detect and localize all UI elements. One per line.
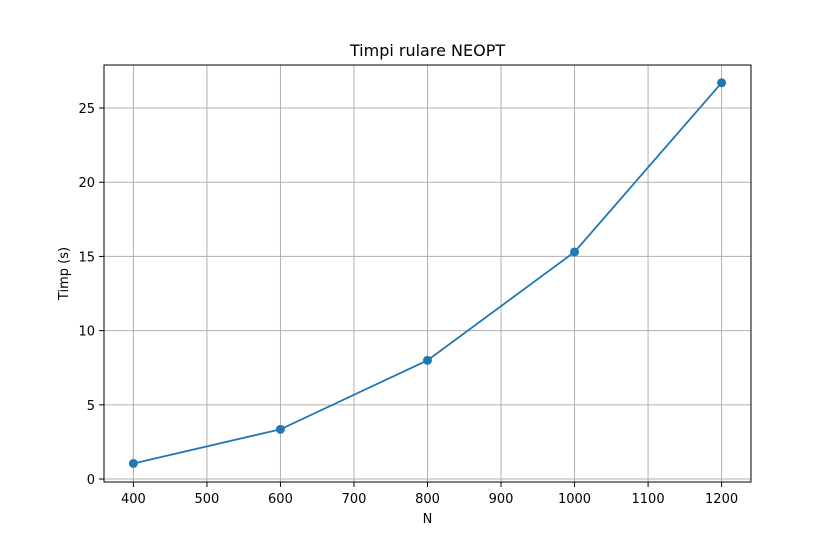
grid: [104, 65, 751, 482]
x-tick-label: 500: [195, 492, 220, 507]
series-layer: [128, 78, 727, 468]
data-point: [275, 424, 285, 434]
x-tick-label: 1100: [632, 492, 665, 507]
x-tick-label: 400: [121, 492, 146, 507]
data-point: [128, 458, 138, 468]
y-tick-label: 15: [78, 250, 95, 265]
x-axis-label: N: [423, 512, 433, 527]
x-tick-label: 1200: [705, 492, 738, 507]
y-tick-label: 20: [78, 176, 95, 191]
x-tick-label: 1000: [558, 492, 591, 507]
data-point: [717, 78, 727, 88]
y-axis-label: Timp (s): [57, 247, 72, 301]
data-point: [423, 355, 432, 365]
y-tick-label: 0: [87, 473, 95, 488]
x-tick-label: 900: [489, 492, 514, 507]
chart-title: Timpi rulare NEOPT: [349, 41, 505, 60]
y-tick-label: 5: [87, 399, 95, 414]
y-tick-label: 25: [78, 102, 95, 117]
data-point: [570, 247, 580, 257]
tick-layer: 400 500 600 700 800 900 1000 1100 1200 0 5 10 15 20 25: [78, 102, 738, 507]
y-tick-label: 10: [78, 325, 95, 340]
x-tick-label: 600: [268, 492, 293, 507]
x-tick-label: 800: [415, 492, 440, 507]
x-tick-label: 700: [342, 492, 367, 507]
